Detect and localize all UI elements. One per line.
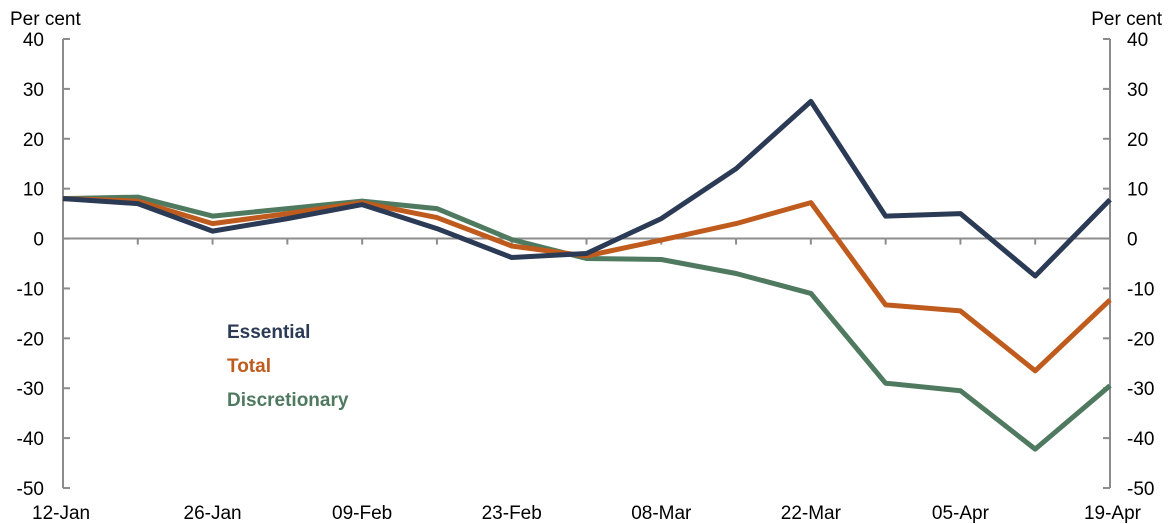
left-y-tick-label: 20 bbox=[23, 130, 44, 151]
right-y-tick-label: -10 bbox=[1127, 279, 1154, 300]
left-y-tick-label: 30 bbox=[23, 80, 44, 101]
left-y-tick-label: -30 bbox=[17, 379, 44, 400]
right-y-tick-label: 40 bbox=[1127, 30, 1148, 51]
x-tick-label: 22-Mar bbox=[781, 503, 842, 524]
x-axis: 12-Jan 26-Jan 09-Feb 23-Feb 08-Mar 22-Mar 05-A… bbox=[32, 237, 1142, 524]
left-y-tick-label: -10 bbox=[17, 279, 44, 300]
x-tick-label: 23-Feb bbox=[482, 503, 542, 524]
series-line-discretionary bbox=[62, 194, 1112, 452]
series-line-total bbox=[62, 196, 1112, 374]
x-tick-label: 19-Apr bbox=[1084, 503, 1142, 524]
left-y-tick-label: -40 bbox=[17, 429, 44, 450]
left-y-axis: 40 30 20 10 0 -10 -20 -30 -40 -50 bbox=[17, 30, 70, 500]
right-y-tick-label: 20 bbox=[1127, 130, 1148, 151]
right-y-tick-label: -20 bbox=[1127, 329, 1154, 350]
x-tick-label: 12-Jan bbox=[32, 503, 90, 524]
right-y-tick-label: 30 bbox=[1127, 80, 1148, 101]
right-y-tick-label: 0 bbox=[1127, 230, 1138, 251]
series-line-essential bbox=[62, 98, 1112, 279]
left-y-tick-label: 40 bbox=[23, 30, 44, 51]
right-y-tick-label: -50 bbox=[1127, 479, 1154, 500]
x-tick-label: 26-Jan bbox=[184, 503, 242, 524]
right-y-tick-label: -30 bbox=[1127, 379, 1154, 400]
left-axis-unit-label: Per cent bbox=[10, 9, 81, 30]
right-y-axis: 40 30 20 10 0 -10 -20 -30 -40 -50 bbox=[1103, 30, 1154, 500]
legend: Essential Total Discretionary bbox=[227, 322, 349, 411]
series-layer bbox=[62, 98, 1112, 452]
legend-label-discretionary: Discretionary bbox=[227, 390, 349, 411]
left-y-tick-label: -20 bbox=[17, 329, 44, 350]
right-axis-unit-label: Per cent bbox=[1091, 9, 1162, 30]
x-tick-label: 08-Mar bbox=[631, 503, 692, 524]
left-y-tick-label: 0 bbox=[33, 230, 44, 251]
right-y-tick-label: -40 bbox=[1127, 429, 1154, 450]
x-tick-label: 09-Feb bbox=[332, 503, 392, 524]
left-y-tick-label: 10 bbox=[23, 180, 44, 201]
right-y-tick-label: 10 bbox=[1127, 180, 1148, 201]
left-y-tick-label: -50 bbox=[17, 479, 44, 500]
legend-label-essential: Essential bbox=[227, 322, 310, 343]
legend-label-total: Total bbox=[227, 356, 271, 377]
x-tick-label: 05-Apr bbox=[932, 503, 990, 524]
